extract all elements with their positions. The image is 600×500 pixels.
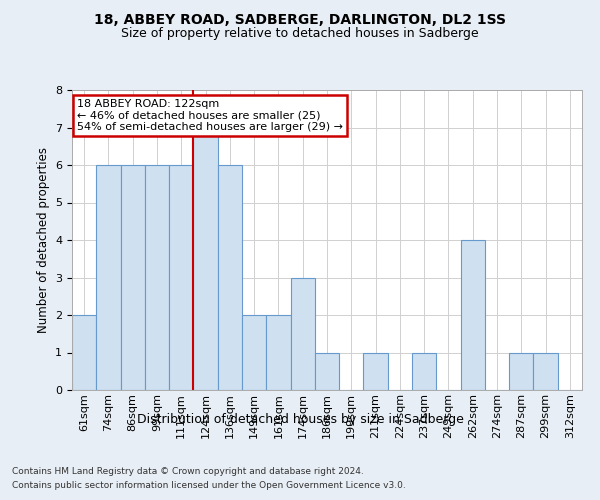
Text: Distribution of detached houses by size in Sadberge: Distribution of detached houses by size … xyxy=(137,412,463,426)
Text: Contains HM Land Registry data © Crown copyright and database right 2024.: Contains HM Land Registry data © Crown c… xyxy=(12,468,364,476)
Bar xyxy=(121,165,145,390)
Bar xyxy=(461,240,485,390)
Bar xyxy=(96,165,121,390)
Bar xyxy=(533,352,558,390)
Bar xyxy=(509,352,533,390)
Bar xyxy=(364,352,388,390)
Bar xyxy=(242,315,266,390)
Y-axis label: Number of detached properties: Number of detached properties xyxy=(37,147,50,333)
Text: Contains public sector information licensed under the Open Government Licence v3: Contains public sector information licen… xyxy=(12,481,406,490)
Bar xyxy=(145,165,169,390)
Bar xyxy=(290,278,315,390)
Bar xyxy=(169,165,193,390)
Text: 18 ABBEY ROAD: 122sqm
← 46% of detached houses are smaller (25)
54% of semi-deta: 18 ABBEY ROAD: 122sqm ← 46% of detached … xyxy=(77,99,343,132)
Text: Size of property relative to detached houses in Sadberge: Size of property relative to detached ho… xyxy=(121,28,479,40)
Bar xyxy=(266,315,290,390)
Bar xyxy=(315,352,339,390)
Bar xyxy=(72,315,96,390)
Bar xyxy=(412,352,436,390)
Text: 18, ABBEY ROAD, SADBERGE, DARLINGTON, DL2 1SS: 18, ABBEY ROAD, SADBERGE, DARLINGTON, DL… xyxy=(94,12,506,26)
Bar xyxy=(218,165,242,390)
Bar xyxy=(193,128,218,390)
